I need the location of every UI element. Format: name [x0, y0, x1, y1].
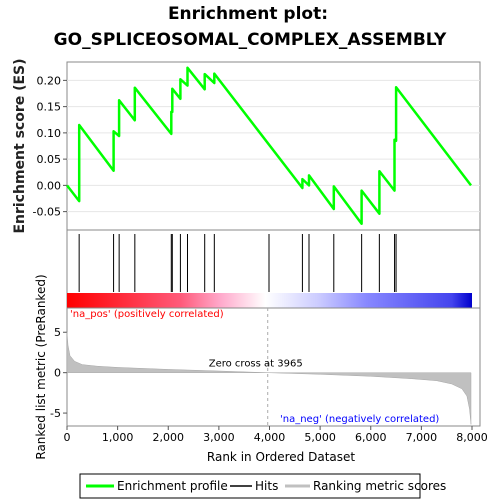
x-tick-label: 5,000 [304, 431, 336, 444]
x-tick-label: 8,000 [456, 431, 488, 444]
zero-cross-label: Zero cross at 3965 [209, 359, 303, 370]
x-tick-label: 1,000 [102, 431, 134, 444]
legend-ranking-label: Ranking metric scores [313, 479, 446, 493]
ranking-metric-group [66, 332, 472, 425]
x-axis-ticks: 0 1,000 2,000 3,000 4,000 5,000 6,000 7,000 8,00… [64, 426, 488, 444]
enrichment-profile-line [66, 66, 472, 225]
na-pos-label: 'na_pos' (positively correlated) [70, 309, 224, 320]
legend: Enrichment profile Hits Ranking metric s… [79, 473, 446, 499]
top-y-tick-label: 0.10 [37, 127, 62, 140]
enrichment-profile-line-group [66, 66, 472, 225]
x-tick-label: 7,000 [406, 431, 438, 444]
top-y-tick-label: 0.05 [37, 153, 62, 166]
es-axis-label: Enrichment score (ES) [12, 58, 28, 233]
na-neg-label: 'na_neg' (negatively correlated) [280, 414, 439, 425]
bottom-y-tick-label: 5 [54, 326, 61, 339]
x-tick-label: 6,000 [355, 431, 387, 444]
x-tick-label: 3,000 [203, 431, 235, 444]
bottom-panel-y-ticks: -5 0 5 [50, 326, 67, 420]
x-tick-label: 2,000 [153, 431, 185, 444]
ranking-metric-area [66, 332, 472, 425]
bottom-y-tick-label: -5 [50, 407, 61, 420]
top-y-tick-label: -0.05 [33, 206, 61, 219]
top-y-tick-label: 0.20 [37, 74, 62, 87]
chart-title-line2: GO_SPLICEOSOMAL_COMPLEX_ASSEMBLY [54, 30, 447, 50]
ranking-bar-panel [67, 293, 472, 308]
top-panel: -0.05 0.00 0.05 0.10 0.15 0.20 Enrichment sco… [12, 58, 481, 234]
x-tick-label: 4,000 [254, 431, 286, 444]
legend-enrichment-label: Enrichment profile [117, 479, 228, 493]
ranking-color-bar [67, 293, 472, 308]
bottom-panel-frame [66, 307, 481, 427]
metric-axis-label: Ranked list metric (PreRanked) [34, 274, 48, 459]
top-panel-y-ticks: -0.05 0.00 0.05 0.10 0.15 0.20 [33, 74, 67, 219]
top-y-tick-label: 0.15 [37, 101, 62, 114]
legend-hits-label: Hits [255, 479, 278, 493]
x-axis-label: Rank in Ordered Dataset [207, 450, 355, 464]
chart-title-line1: Enrichment plot: [168, 4, 328, 24]
hits-group [78, 234, 397, 292]
bottom-y-tick-label: 0 [54, 367, 61, 380]
bottom-panel: -505 Zero cross at 3965 'na_pos' (positi… [34, 274, 481, 460]
top-panel-frame [66, 61, 481, 231]
top-y-tick-label: 0.00 [37, 179, 62, 192]
x-tick-label: 0 [64, 431, 71, 444]
